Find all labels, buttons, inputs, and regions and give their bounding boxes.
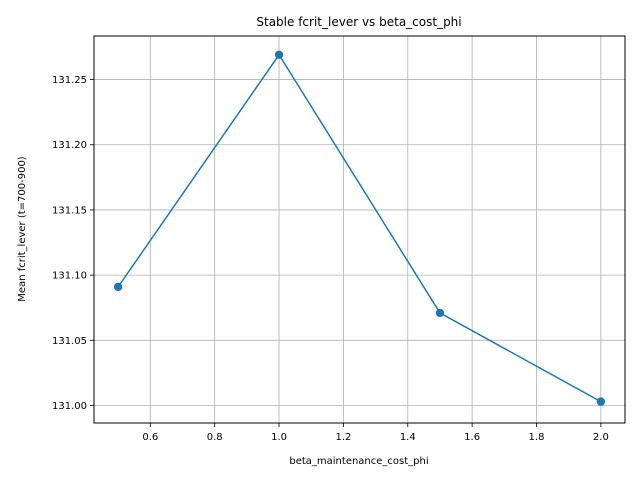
x-axis-label: beta_maintenance_cost_phi	[289, 456, 428, 467]
grid	[94, 36, 625, 423]
data-point	[596, 397, 606, 406]
y-tick-label: 131.25	[52, 75, 87, 86]
plot-frame	[93, 35, 626, 424]
y-tick-label: 131.00	[52, 401, 87, 412]
chart-title: Stable fcrit_lever vs beta_cost_phi	[256, 15, 461, 29]
x-tick-label: 0.6	[142, 432, 158, 443]
y-axis-label: Mean fcrit_lever (t=700-900)	[17, 156, 28, 302]
x-tick-label: 1.4	[400, 432, 416, 443]
y-tick-label: 131.05	[52, 336, 87, 347]
x-tick-label: 1.6	[464, 432, 480, 443]
y-tick-label: 131.10	[52, 271, 87, 282]
x-tick-label: 0.8	[207, 432, 223, 443]
x-tick-label: 1.0	[271, 432, 287, 443]
series-line	[117, 53, 602, 403]
x-tick-label: 2.0	[593, 432, 609, 443]
data-point	[274, 50, 284, 59]
data-point	[113, 282, 123, 292]
x-axis: 0.6 0.8 1.0 1.2 1.4 1.6 1.8 2.0	[142, 423, 609, 443]
y-tick-label: 131.20	[52, 140, 87, 151]
series-layer	[113, 50, 606, 406]
data-point	[435, 308, 445, 318]
y-tick-label: 131.15	[52, 205, 87, 216]
x-tick-label: 1.2	[335, 432, 351, 443]
x-tick-label: 1.8	[529, 432, 545, 443]
y-axis: 131.00 131.05 131.10 131.15 131.20 131.25	[52, 75, 94, 412]
